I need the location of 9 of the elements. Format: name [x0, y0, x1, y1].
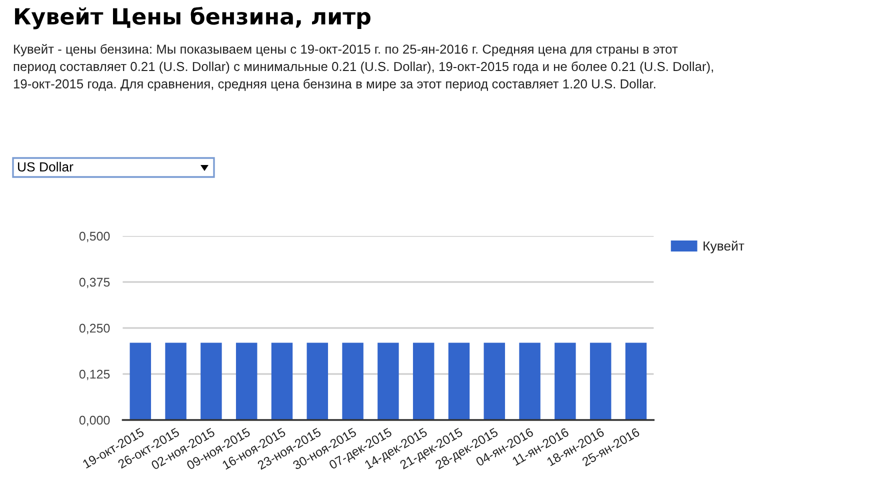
y-tick-label: 0,375 [79, 278, 110, 288]
y-tick-label: 0,000 [79, 416, 110, 426]
y-tick-label: 0,250 [79, 324, 110, 334]
chart-title: Кувейт Цены бензина, литр [15, 6, 370, 30]
chart-subtitle: Кувейт - цены бензина: Мы показываем цены с 19-окт-2015 г. по 25-ян-2016 г. Средняя цена для страны в этот период составляет 0.21 (U.S. Dollar) с минимальные 0.21 (U.S. Dollar), 19-окт-2015 года и не более 0.21 (U.S. Dollar), 19-окт-2015 года. Для сравнения, средняя цена бензина в мире за этот период составляет 1.20 U.S. Dollar. [14, 44, 713, 91]
legend-label: Кувейт [704, 240, 744, 254]
y-tick-label: 0,125 [79, 370, 110, 380]
text: US Dollar [18, 162, 74, 172]
y-tick-label: 0,500 [79, 232, 110, 242]
